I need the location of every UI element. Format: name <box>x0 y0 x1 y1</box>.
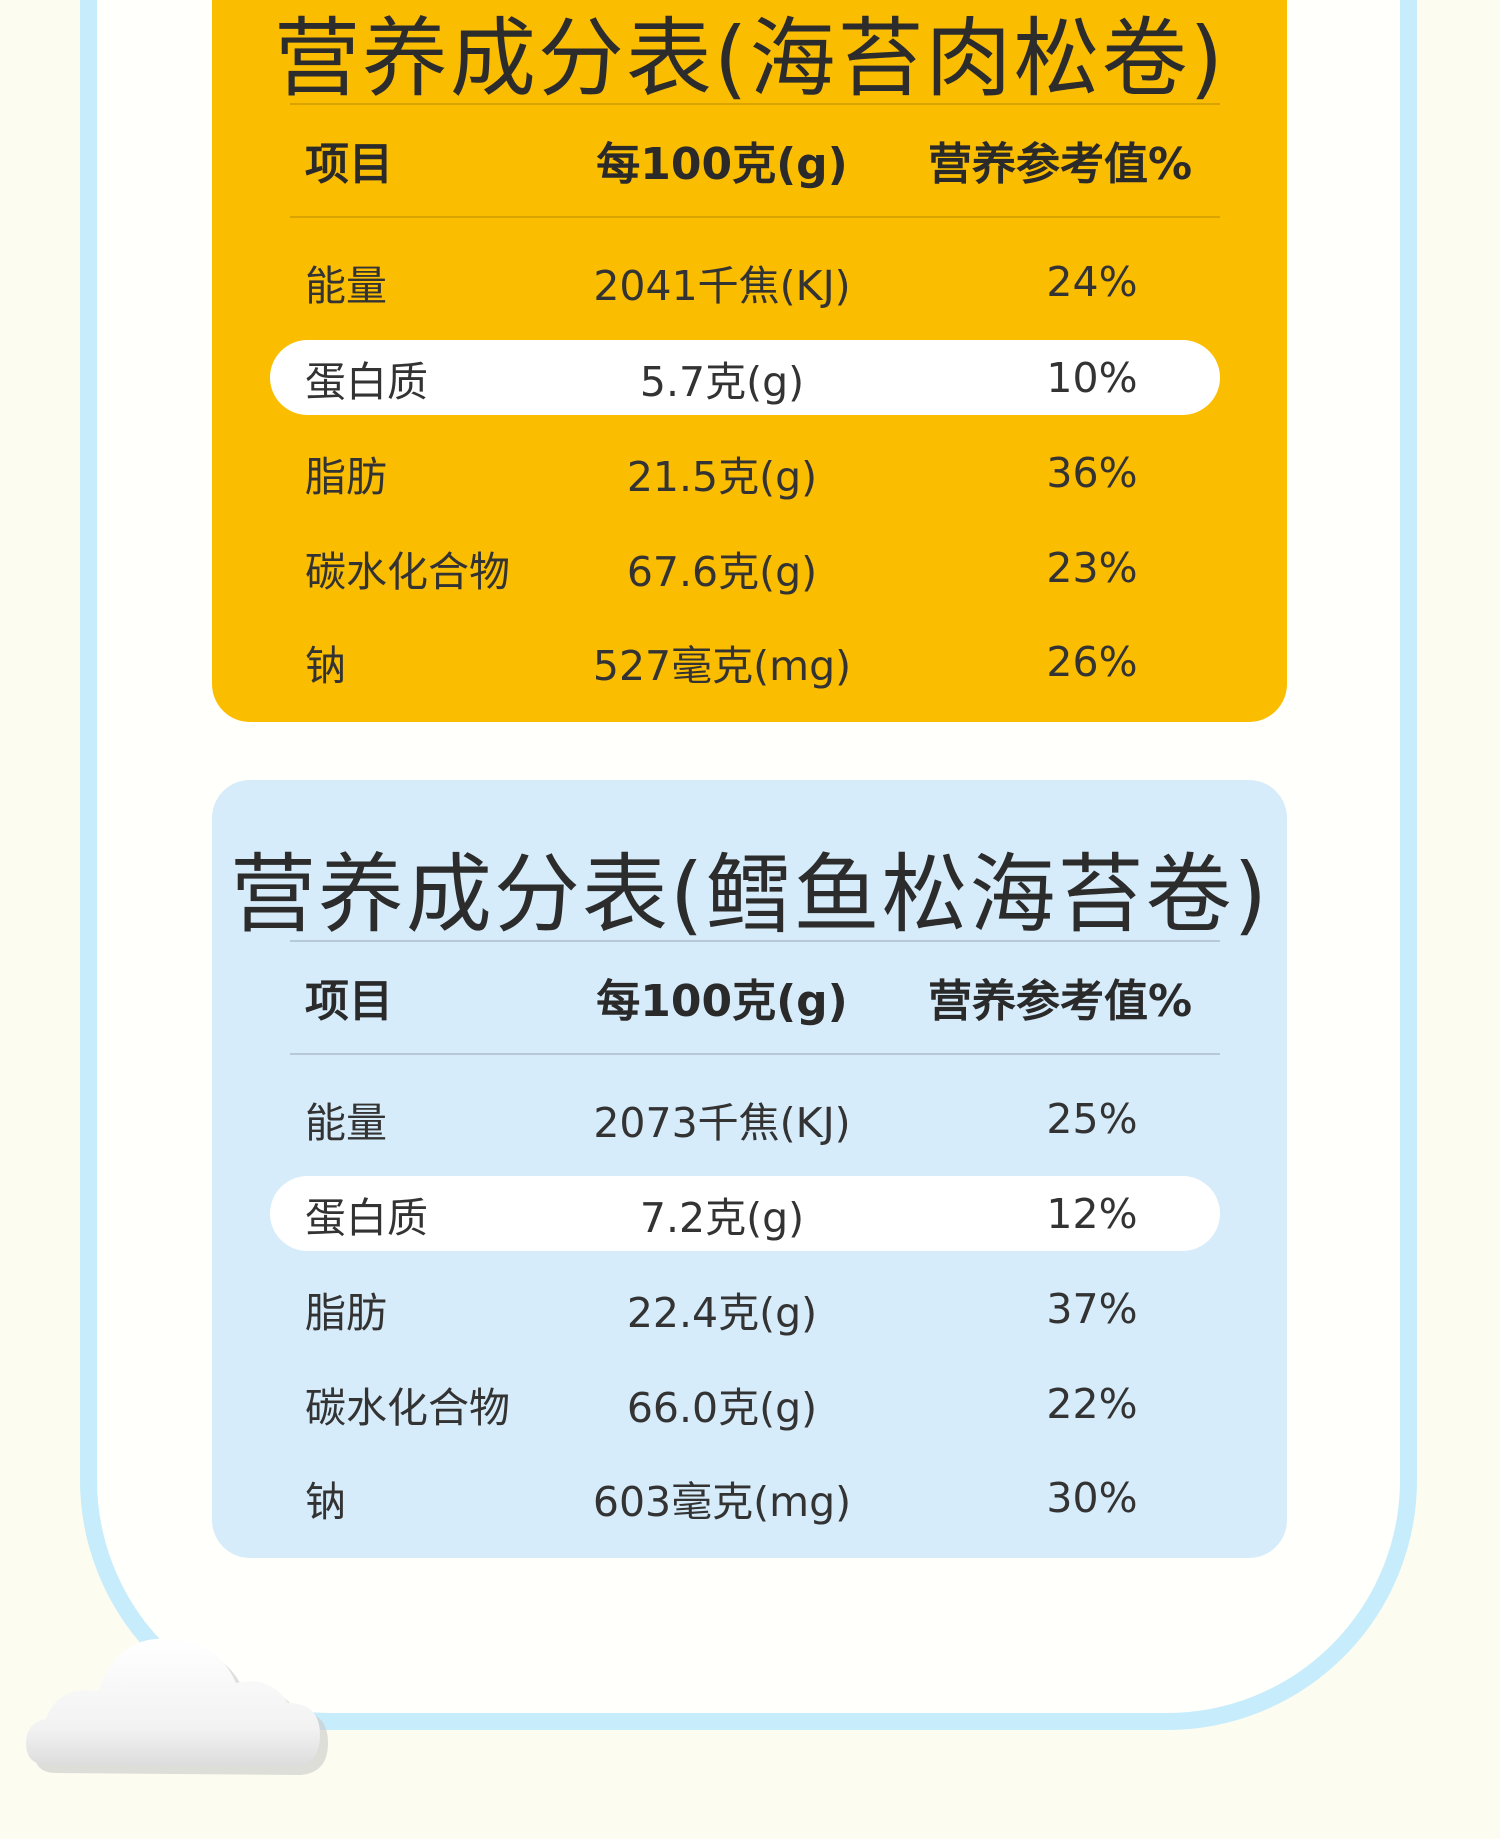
row-nrv: 22% <box>1046 1379 1138 1428</box>
header-nrv: 营养参考值% <box>927 975 1193 1027</box>
row-nrv: 10% <box>1046 353 1138 402</box>
row-label: 蛋白质 <box>305 357 428 406</box>
row-amount: 66.0克(g) <box>626 1383 818 1432</box>
row-label: 碳水化合物 <box>305 547 510 596</box>
row-nrv: 26% <box>1046 637 1138 686</box>
divider <box>290 103 1220 105</box>
table-row: 钠 527毫克(mg) 26% <box>212 624 1287 699</box>
row-amount: 2041千焦(KJ) <box>593 261 851 310</box>
row-label: 脂肪 <box>305 452 387 501</box>
row-amount: 67.6克(g) <box>626 547 818 596</box>
table-header: 项目 每100克(g) 营养参考值% <box>212 103 1287 216</box>
table-row: 碳水化合物 66.0克(g) 22% <box>212 1366 1287 1441</box>
nutrition-card-cod-floss-roll: 营养成分表(鳕鱼松海苔卷) 项目 每100克(g) 营养参考值% 能量 2073… <box>212 780 1287 1558</box>
table-row: 碳水化合物 67.6克(g) 23% <box>212 530 1287 605</box>
row-amount: 2073千焦(KJ) <box>593 1098 851 1147</box>
row-label: 能量 <box>305 261 387 310</box>
table-row-highlighted: 蛋白质 5.7克(g) 10% <box>212 340 1287 415</box>
card-title: 营养成分表(海苔肉松卷) <box>273 9 1226 109</box>
nutrition-card-seaweed-pork-roll: 营养成分表(海苔肉松卷) 项目 每100克(g) 营养参考值% 能量 2041千… <box>212 0 1287 722</box>
table-row: 能量 2041千焦(KJ) 24% <box>212 244 1287 319</box>
row-amount: 21.5克(g) <box>626 452 818 501</box>
divider <box>290 940 1220 942</box>
row-label: 碳水化合物 <box>305 1383 510 1432</box>
header-item: 项目 <box>305 975 393 1027</box>
row-amount: 603毫克(mg) <box>592 1477 852 1526</box>
row-amount: 7.2克(g) <box>639 1193 805 1242</box>
row-nrv: 25% <box>1046 1094 1138 1143</box>
table-header: 项目 每100克(g) 营养参考值% <box>212 940 1287 1053</box>
row-nrv: 37% <box>1046 1284 1138 1333</box>
row-nrv: 36% <box>1046 448 1138 497</box>
divider <box>290 216 1220 218</box>
row-label: 钠 <box>305 1477 346 1526</box>
row-nrv: 23% <box>1046 543 1138 592</box>
table-row: 钠 603毫克(mg) 30% <box>212 1460 1287 1535</box>
table-row: 脂肪 21.5克(g) 36% <box>212 435 1287 510</box>
row-nrv: 24% <box>1046 257 1138 306</box>
row-label: 脂肪 <box>305 1288 387 1337</box>
row-label: 能量 <box>305 1098 387 1147</box>
divider <box>290 1053 1220 1055</box>
table-row: 脂肪 22.4克(g) 37% <box>212 1271 1287 1346</box>
card-title: 营养成分表(鳕鱼松海苔卷) <box>229 845 1270 945</box>
cloud-icon <box>8 1575 368 1775</box>
header-per-100g: 每100克(g) <box>596 138 848 190</box>
table-row-highlighted: 蛋白质 7.2克(g) 12% <box>212 1176 1287 1251</box>
row-amount: 22.4克(g) <box>626 1288 818 1337</box>
row-nrv: 30% <box>1046 1473 1138 1522</box>
row-label: 钠 <box>305 641 346 690</box>
table-row: 能量 2073千焦(KJ) 25% <box>212 1081 1287 1156</box>
row-amount: 5.7克(g) <box>639 357 805 406</box>
header-item: 项目 <box>305 138 393 190</box>
header-per-100g: 每100克(g) <box>596 975 848 1027</box>
row-nrv: 12% <box>1046 1189 1138 1238</box>
row-amount: 527毫克(mg) <box>592 641 852 690</box>
row-label: 蛋白质 <box>305 1193 428 1242</box>
header-nrv: 营养参考值% <box>927 138 1193 190</box>
